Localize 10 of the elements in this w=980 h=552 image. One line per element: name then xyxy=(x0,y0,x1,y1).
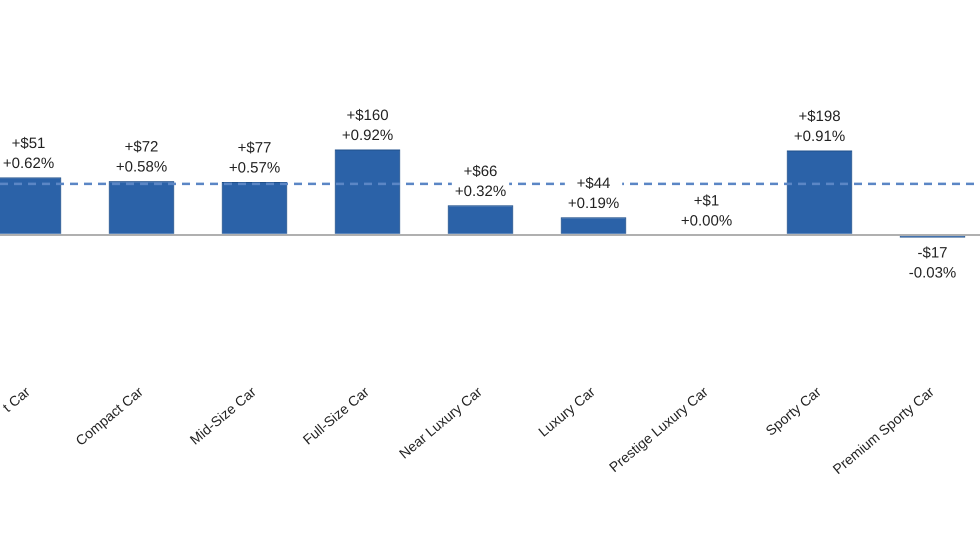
data-label: +$51 +0.62% xyxy=(2,135,54,172)
data-label: +$198 +0.91% xyxy=(794,108,846,146)
data-label: +$77 +0.57% xyxy=(228,140,280,177)
data-label: -$17 -0.03% xyxy=(908,244,956,282)
data-label: +$72 +0.58% xyxy=(116,138,168,176)
data-label: +$66 +0.32% xyxy=(454,162,506,200)
data-label: +$44 +0.19% xyxy=(568,174,620,212)
data-label: +$160 +0.92% xyxy=(342,107,394,144)
data-label: +$1 +0.00% xyxy=(680,192,732,230)
x-tick-label: t Car xyxy=(0,383,34,416)
